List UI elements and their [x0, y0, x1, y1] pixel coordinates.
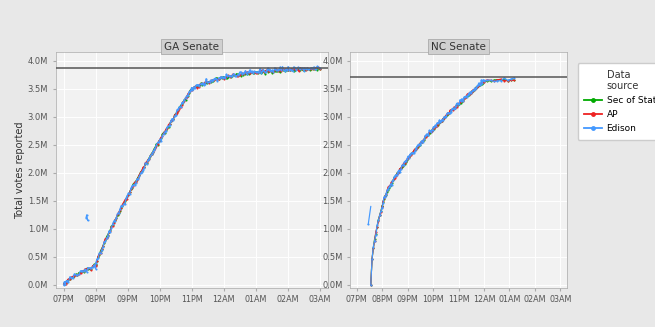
Legend: Sec of State, AP, Edison: Sec of State, AP, Edison	[578, 63, 655, 140]
Y-axis label: Total votes reported: Total votes reported	[15, 121, 25, 219]
Title: NC Senate: NC Senate	[431, 42, 486, 52]
Title: GA Senate: GA Senate	[164, 42, 219, 52]
